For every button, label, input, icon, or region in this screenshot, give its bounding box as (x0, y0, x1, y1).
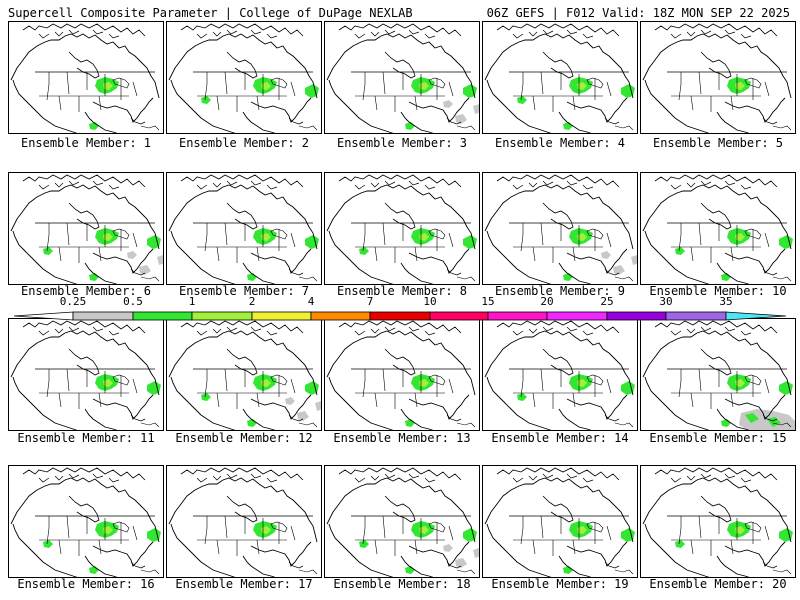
ensemble-member-label: Ensemble Member: 7 (178, 284, 310, 298)
ensemble-member-map (8, 172, 164, 285)
colorbar-tick-label: 4 (307, 295, 315, 308)
basemap-svg (642, 23, 792, 133)
ensemble-member-label: Ensemble Member: 4 (494, 136, 626, 150)
colorbar-segment (310, 311, 371, 321)
colorbar-segment (606, 311, 667, 321)
ensemble-member-label: Ensemble Member: 6 (20, 284, 152, 298)
ensemble-member-label: Ensemble Member: 8 (336, 284, 468, 298)
ensemble-member-label: Ensemble Member: 10 (649, 284, 787, 298)
ensemble-member-label: Ensemble Member: 12 (175, 431, 313, 445)
basemap-svg (642, 174, 793, 284)
basemap-svg (10, 174, 163, 284)
ensemble-member-map (640, 318, 796, 431)
model-run-info: 06Z GEFS | F012 Valid: 18Z MON SEP 22 20… (486, 6, 790, 20)
colorbar-segment (72, 311, 134, 321)
basemap-svg (10, 320, 161, 430)
basemap-svg (10, 23, 160, 133)
ensemble-member-map (166, 465, 322, 578)
colorbar-low-end (13, 311, 74, 321)
ensemble-member-map (640, 172, 796, 285)
ensemble-member-map (8, 465, 164, 578)
colorbar-segment (251, 311, 312, 321)
colorbar-segment (665, 311, 727, 321)
colorbar-tick-label: 0.25 (59, 295, 87, 308)
ensemble-member-label: Ensemble Member: 11 (17, 431, 155, 445)
ensemble-member-map (482, 21, 638, 134)
basemap-svg (168, 467, 318, 577)
ensemble-member-map (482, 465, 638, 578)
ensemble-member-label: Ensemble Member: 1 (20, 136, 152, 150)
ensemble-member-map (482, 172, 638, 285)
colorbar-tick-label: 0.5 (123, 295, 143, 308)
colorbar-tick-label: 30 (659, 295, 673, 308)
ensemble-member-label: Ensemble Member: 20 (649, 577, 787, 591)
colorbar-tick-label: 7 (366, 295, 374, 308)
basemap-svg (642, 467, 793, 577)
ensemble-member-map (324, 465, 480, 578)
ensemble-member-map (324, 318, 480, 431)
colorbar-tick-label: 35 (719, 295, 733, 308)
ensemble-member-label: Ensemble Member: 9 (494, 284, 626, 298)
colorbar-tick-label: 25 (600, 295, 614, 308)
ensemble-member-map (324, 172, 480, 285)
ensemble-member-map (8, 318, 164, 431)
basemap-svg (326, 23, 479, 133)
ensemble-member-label: Ensemble Member: 14 (491, 431, 629, 445)
ensemble-member-label: Ensemble Member: 3 (336, 136, 468, 150)
colorbar (13, 311, 787, 321)
colorbar-tick-label: 2 (248, 295, 256, 308)
ensemble-member-label: Ensemble Member: 5 (652, 136, 784, 150)
colorbar-segment (132, 311, 193, 321)
basemap-svg (168, 320, 321, 430)
colorbar-segment (725, 311, 787, 321)
basemap-svg (642, 320, 795, 430)
ensemble-member-map (482, 318, 638, 431)
basemap-svg (10, 467, 161, 577)
ensemble-member-label: Ensemble Member: 13 (333, 431, 471, 445)
colorbar-tick-label: 20 (540, 295, 554, 308)
ensemble-member-label: Ensemble Member: 19 (491, 577, 629, 591)
colorbar-tick-label: 15 (481, 295, 495, 308)
ensemble-member-map (166, 21, 322, 134)
colorbar-segment (369, 311, 431, 321)
basemap-svg (484, 23, 635, 133)
colorbar-tick-label: 10 (423, 295, 437, 308)
basemap-svg (168, 23, 319, 133)
ensemble-member-map (166, 172, 322, 285)
map-title: Supercell Composite Parameter | College … (8, 6, 413, 20)
colorbar-segment (487, 311, 548, 321)
ensemble-member-label: Ensemble Member: 2 (178, 136, 310, 150)
colorbar-segment (191, 311, 253, 321)
colorbar-tick-label: 1 (188, 295, 196, 308)
ensemble-member-label: Ensemble Member: 17 (175, 577, 313, 591)
basemap-svg (168, 174, 319, 284)
ensemble-member-map (166, 318, 322, 431)
basemap-svg (326, 467, 479, 577)
basemap-svg (484, 174, 637, 284)
colorbar-segment (546, 311, 608, 321)
ensemble-member-label: Ensemble Member: 16 (17, 577, 155, 591)
ensemble-member-map (640, 465, 796, 578)
basemap-svg (484, 467, 635, 577)
basemap-svg (326, 320, 476, 430)
colorbar-segment (429, 311, 489, 321)
ensemble-member-map (640, 21, 796, 134)
ensemble-member-label: Ensemble Member: 15 (649, 431, 787, 445)
ensemble-member-map (324, 21, 480, 134)
ensemble-member-map (8, 21, 164, 134)
basemap-svg (326, 174, 477, 284)
ensemble-member-label: Ensemble Member: 18 (333, 577, 471, 591)
basemap-svg (484, 320, 635, 430)
